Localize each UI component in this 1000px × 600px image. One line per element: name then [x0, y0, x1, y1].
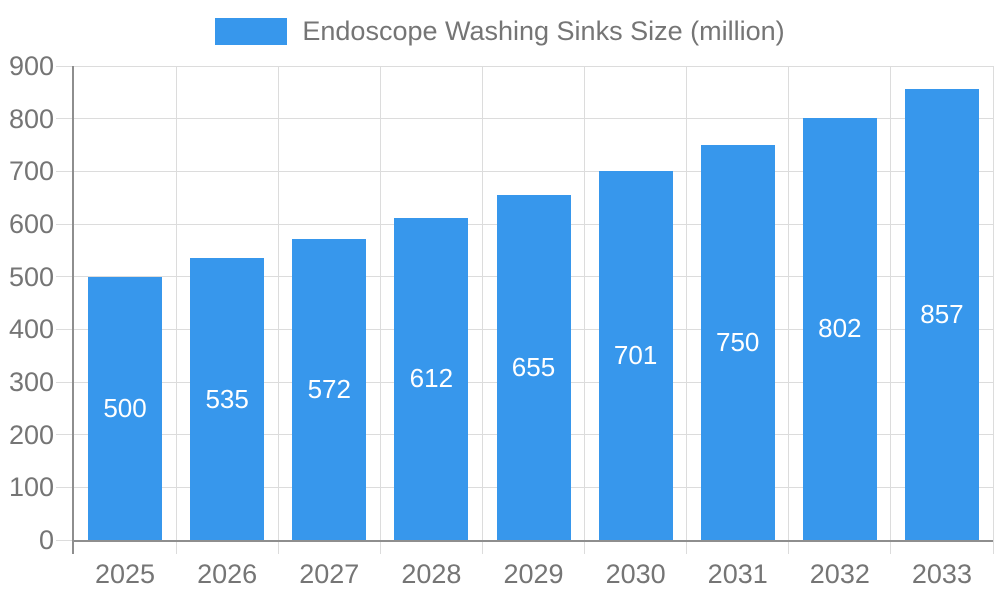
gridline-horizontal: [56, 118, 993, 120]
x-axis-tick-label: 2025: [95, 559, 156, 589]
bar-value-label: 655: [511, 352, 556, 382]
bar[interactable]: 655: [496, 195, 571, 540]
bar[interactable]: 572: [292, 238, 367, 540]
bar[interactable]: 500: [88, 276, 163, 540]
bar-value-label: 500: [103, 392, 147, 423]
gridline-vertical: [175, 66, 177, 554]
gridline-vertical: [992, 66, 994, 554]
bar[interactable]: 857: [904, 88, 979, 540]
y-axis-tick-label: 0: [38, 525, 54, 555]
gridline-vertical: [686, 66, 688, 554]
bar[interactable]: 750: [700, 145, 775, 540]
gridline-vertical: [890, 66, 892, 554]
x-axis-tick-label: 2033: [911, 559, 972, 589]
gridline-horizontal: [56, 170, 993, 172]
y-axis-tick-label: 400: [8, 314, 54, 345]
x-axis-tick-label: 2031: [707, 559, 768, 589]
bar-value-label: 572: [307, 373, 351, 404]
x-axis-tick-label: 2029: [503, 559, 564, 589]
x-axis-tick-label: 2032: [809, 559, 870, 589]
y-axis-tick-label: 600: [8, 209, 54, 239]
bar-value-label: 857: [920, 298, 964, 329]
x-axis-line: [72, 540, 993, 542]
x-axis-tick-label: 2027: [299, 559, 360, 589]
bar-value-label: 612: [409, 363, 454, 394]
bar-value-label: 802: [818, 313, 862, 344]
gridline-vertical: [481, 66, 483, 554]
y-axis-line: [72, 66, 74, 554]
x-axis-tick-label: 2030: [605, 559, 666, 589]
bar-value-label: 535: [205, 383, 249, 414]
bar[interactable]: 802: [802, 117, 877, 540]
y-axis-tick: [56, 539, 74, 541]
gridline-vertical: [379, 66, 381, 554]
gridline-vertical: [277, 66, 279, 554]
bar-value-label: 701: [613, 339, 658, 370]
y-axis-tick-label: 900: [8, 51, 54, 81]
y-axis-tick-label: 300: [8, 367, 54, 397]
gridline-horizontal: [56, 65, 993, 67]
x-axis-tick-label: 2028: [401, 559, 462, 589]
bar[interactable]: 612: [394, 217, 469, 540]
bar[interactable]: 701: [598, 170, 673, 540]
x-axis-tick-label: 2026: [197, 559, 258, 589]
y-axis-tick-label: 200: [8, 419, 54, 450]
gridline-vertical: [584, 66, 586, 554]
y-axis-tick-label: 700: [8, 156, 54, 187]
legend-swatch: [215, 18, 288, 45]
y-axis-tick-label: 100: [8, 472, 54, 503]
bar[interactable]: 535: [190, 258, 265, 540]
gridline-vertical: [788, 66, 790, 554]
y-axis-tick-label: 800: [8, 103, 54, 134]
y-axis-tick-label: 500: [8, 261, 54, 292]
legend-item[interactable]: Endoscope Washing Sinks Size (million): [0, 16, 1000, 47]
bar-value-label: 750: [716, 327, 760, 357]
legend-label: Endoscope Washing Sinks Size (million): [302, 16, 785, 46]
